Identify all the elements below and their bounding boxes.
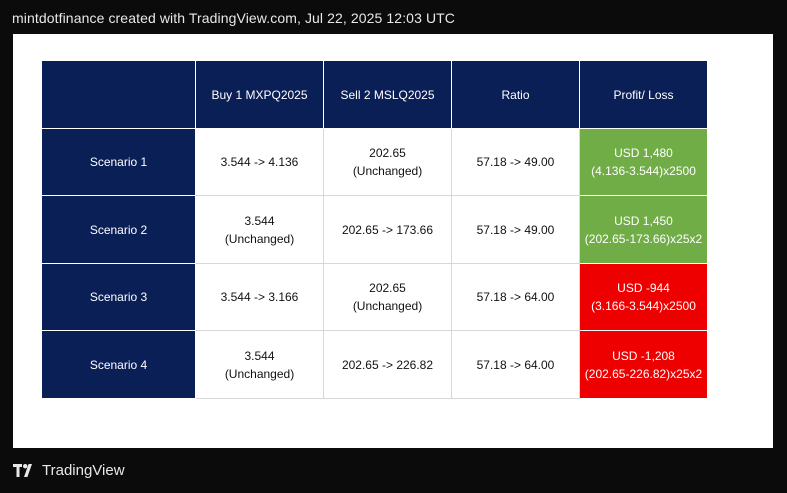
table-header-sell: Sell 2 MSLQ2025 — [324, 61, 452, 129]
table-header-profit-loss: Profit/ Loss — [580, 61, 707, 129]
profit-loss-cell: USD 1,480 (4.136-3.544)x2500 — [580, 129, 707, 196]
scenario-label: Scenario 3 — [42, 264, 196, 331]
sell-cell: 202.65 -> 226.82 — [324, 331, 452, 399]
profit-loss-cell: USD -944 (3.166-3.544)x2500 — [580, 264, 707, 331]
ratio-cell: 57.18 -> 49.00 — [452, 129, 580, 196]
buy-cell: 3.544 -> 4.136 — [196, 129, 324, 196]
buy-cell: 3.544 (Unchanged) — [196, 331, 324, 399]
ratio-cell: 57.18 -> 64.00 — [452, 264, 580, 331]
ratio-cell: 57.18 -> 64.00 — [452, 331, 580, 399]
tradingview-logo-icon — [12, 461, 36, 479]
scenario-label: Scenario 4 — [42, 331, 196, 399]
ratio-cell: 57.18 -> 49.00 — [452, 196, 580, 264]
table-header-corner — [42, 61, 196, 129]
profit-loss-cell: USD -1,208 (202.65-226.82)x25x2 — [580, 331, 707, 399]
sell-cell: 202.65 -> 173.66 — [324, 196, 452, 264]
table-header-buy: Buy 1 MXPQ2025 — [196, 61, 324, 129]
sell-cell: 202.65 (Unchanged) — [324, 264, 452, 331]
snapshot-card: Buy 1 MXPQ2025 Sell 2 MSLQ2025 Ratio Pro… — [13, 34, 773, 448]
page-title: mintdotfinance created with TradingView.… — [12, 10, 456, 26]
scenario-label: Scenario 2 — [42, 196, 196, 264]
tradingview-brand: TradingView — [42, 461, 125, 479]
scenario-label: Scenario 1 — [42, 129, 196, 196]
footer-branding: TradingView — [12, 461, 125, 479]
table-header-ratio: Ratio — [452, 61, 580, 129]
profit-loss-cell: USD 1,450 (202.65-173.66)x25x2 — [580, 196, 707, 264]
buy-cell: 3.544 (Unchanged) — [196, 196, 324, 264]
buy-cell: 3.544 -> 3.166 — [196, 264, 324, 331]
sell-cell: 202.65 (Unchanged) — [324, 129, 452, 196]
scenario-table: Buy 1 MXPQ2025 Sell 2 MSLQ2025 Ratio Pro… — [42, 61, 707, 399]
